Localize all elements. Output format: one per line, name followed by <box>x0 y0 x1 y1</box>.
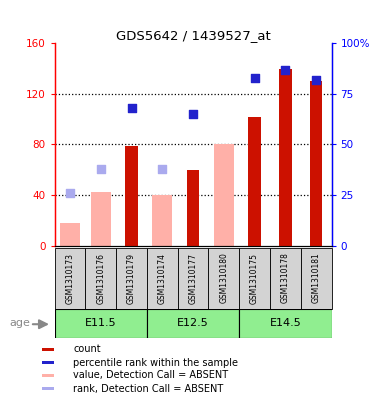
Bar <box>91 193 111 246</box>
FancyBboxPatch shape <box>301 248 332 309</box>
Bar <box>42 348 54 351</box>
Bar <box>125 146 138 246</box>
Text: GSM1310174: GSM1310174 <box>158 253 167 303</box>
FancyBboxPatch shape <box>178 248 208 309</box>
Text: rank, Detection Call = ABSENT: rank, Detection Call = ABSENT <box>73 384 223 393</box>
FancyBboxPatch shape <box>85 248 116 309</box>
Text: value, Detection Call = ABSENT: value, Detection Call = ABSENT <box>73 371 229 380</box>
Point <box>282 66 289 73</box>
FancyBboxPatch shape <box>239 248 270 309</box>
Bar <box>248 117 261 246</box>
FancyBboxPatch shape <box>147 248 178 309</box>
Bar <box>42 387 54 390</box>
Point <box>252 75 258 81</box>
Text: GSM1310177: GSM1310177 <box>188 253 198 303</box>
Text: E11.5: E11.5 <box>85 318 117 328</box>
Point <box>313 77 319 83</box>
FancyBboxPatch shape <box>147 309 239 338</box>
Bar <box>187 170 199 246</box>
Text: GSM1310180: GSM1310180 <box>219 253 228 303</box>
Text: E14.5: E14.5 <box>269 318 301 328</box>
Point <box>190 111 196 117</box>
Bar <box>42 374 54 377</box>
FancyBboxPatch shape <box>239 309 332 338</box>
Point <box>159 165 165 172</box>
Text: GSM1310173: GSM1310173 <box>66 253 74 303</box>
Bar <box>152 195 172 246</box>
Bar <box>279 68 291 246</box>
Bar <box>310 81 322 246</box>
Point <box>67 190 73 196</box>
Text: GSM1310178: GSM1310178 <box>281 253 290 303</box>
Point <box>98 165 104 172</box>
FancyBboxPatch shape <box>55 309 147 338</box>
Point <box>128 105 135 111</box>
Text: GSM1310181: GSM1310181 <box>312 253 321 303</box>
Bar <box>60 223 80 246</box>
Bar <box>42 361 54 364</box>
FancyBboxPatch shape <box>270 248 301 309</box>
Text: percentile rank within the sample: percentile rank within the sample <box>73 358 238 368</box>
Text: age: age <box>10 318 31 328</box>
FancyBboxPatch shape <box>55 248 85 309</box>
Text: E12.5: E12.5 <box>177 318 209 328</box>
Text: GSM1310179: GSM1310179 <box>127 253 136 303</box>
Title: GDS5642 / 1439527_at: GDS5642 / 1439527_at <box>116 29 270 42</box>
Text: count: count <box>73 345 101 354</box>
FancyBboxPatch shape <box>208 248 239 309</box>
Text: GSM1310175: GSM1310175 <box>250 253 259 303</box>
FancyBboxPatch shape <box>116 248 147 309</box>
Bar <box>214 144 234 246</box>
Text: GSM1310176: GSM1310176 <box>96 253 105 303</box>
